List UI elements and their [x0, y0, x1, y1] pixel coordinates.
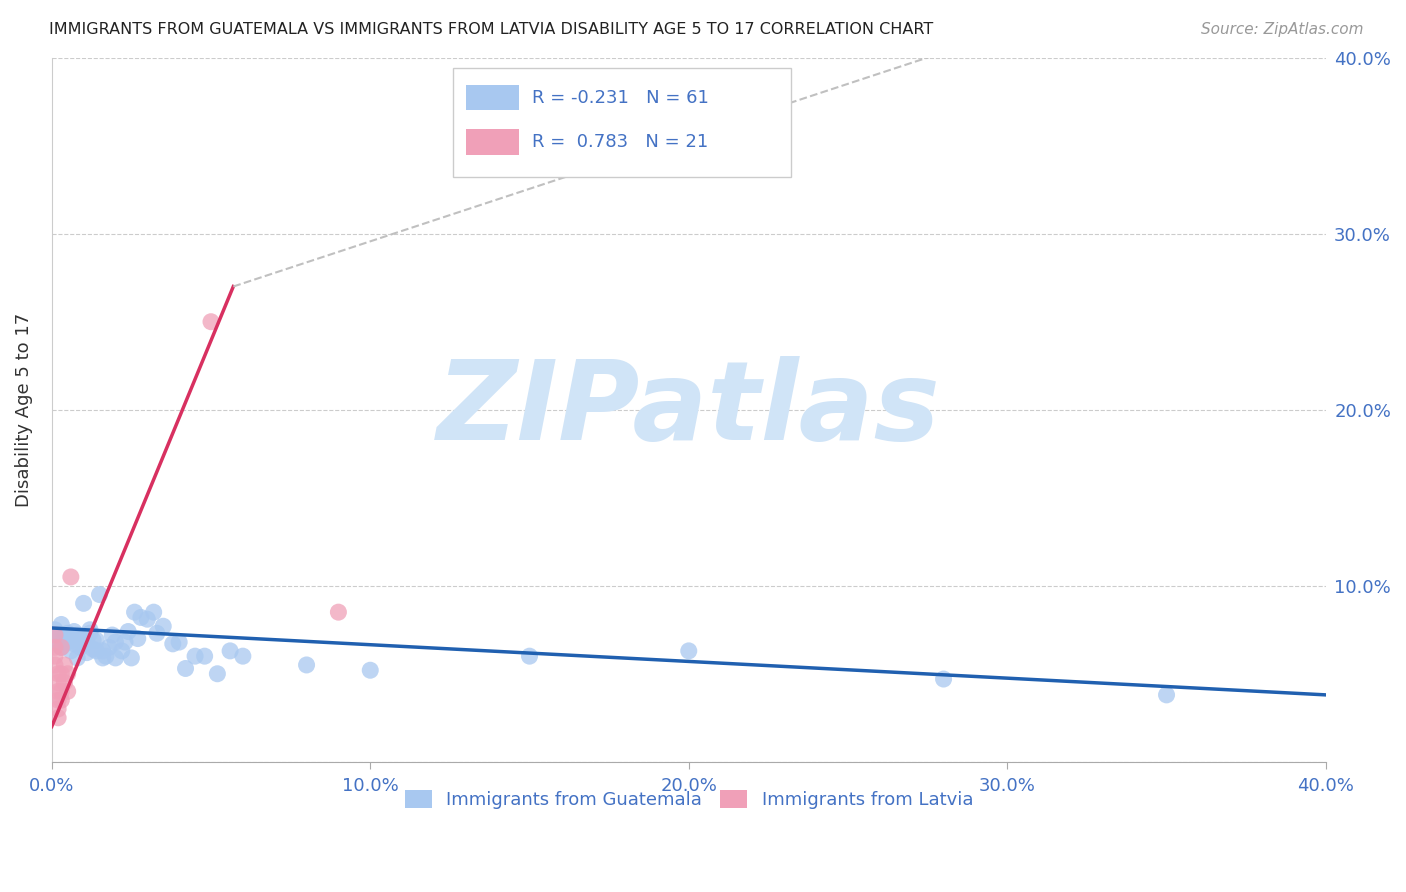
Point	[117, 624, 139, 639]
Point	[53, 675, 76, 690]
FancyBboxPatch shape	[465, 129, 519, 155]
Point	[89, 588, 111, 602]
Point	[51, 693, 73, 707]
Text: R = -0.231   N = 61: R = -0.231 N = 61	[531, 89, 709, 107]
Point	[63, 637, 86, 651]
Point	[59, 570, 82, 584]
Point	[69, 632, 91, 646]
Text: Source: ZipAtlas.com: Source: ZipAtlas.com	[1201, 22, 1364, 37]
Point	[162, 637, 184, 651]
Point	[678, 644, 700, 658]
Point	[44, 657, 66, 672]
Point	[51, 666, 73, 681]
Point	[46, 702, 69, 716]
Point	[56, 635, 79, 649]
Y-axis label: Disability Age 5 to 17: Disability Age 5 to 17	[15, 312, 32, 507]
Point	[72, 596, 94, 610]
Point	[104, 635, 127, 649]
Point	[232, 649, 254, 664]
Point	[101, 628, 124, 642]
Point	[53, 657, 76, 672]
Point	[76, 635, 98, 649]
Point	[46, 666, 69, 681]
Point	[207, 666, 229, 681]
Point	[63, 624, 86, 639]
Text: ZIPatlas: ZIPatlas	[437, 356, 941, 463]
Point	[124, 605, 146, 619]
Point	[46, 628, 69, 642]
Point	[174, 661, 197, 675]
Point	[56, 626, 79, 640]
Point	[46, 711, 69, 725]
Point	[82, 633, 104, 648]
Point	[184, 649, 207, 664]
Point	[51, 684, 73, 698]
Point	[56, 684, 79, 698]
Point	[46, 693, 69, 707]
Point	[120, 651, 142, 665]
Point	[111, 644, 134, 658]
Point	[519, 649, 541, 664]
Text: IMMIGRANTS FROM GUATEMALA VS IMMIGRANTS FROM LATVIA DISABILITY AGE 5 TO 17 CORRE: IMMIGRANTS FROM GUATEMALA VS IMMIGRANTS …	[49, 22, 934, 37]
Point	[53, 630, 76, 644]
Point	[53, 635, 76, 649]
Point	[46, 684, 69, 698]
Point	[86, 633, 108, 648]
Point	[72, 637, 94, 651]
Point	[328, 605, 350, 619]
Point	[51, 640, 73, 655]
Point	[104, 651, 127, 665]
Point	[76, 646, 98, 660]
Point	[1156, 688, 1178, 702]
Point	[136, 612, 159, 626]
Legend: Immigrants from Guatemala, Immigrants from Latvia: Immigrants from Guatemala, Immigrants fr…	[398, 782, 980, 816]
Point	[66, 628, 89, 642]
Point	[91, 644, 114, 658]
Point	[129, 610, 152, 624]
Text: R =  0.783   N = 21: R = 0.783 N = 21	[531, 133, 709, 151]
Point	[114, 635, 136, 649]
Point	[51, 617, 73, 632]
Point	[44, 623, 66, 637]
Point	[56, 666, 79, 681]
Point	[91, 651, 114, 665]
Point	[146, 626, 169, 640]
Point	[79, 623, 101, 637]
Point	[200, 315, 222, 329]
Point	[46, 675, 69, 690]
Point	[44, 640, 66, 655]
Point	[59, 628, 82, 642]
Point	[932, 672, 955, 686]
Point	[51, 640, 73, 655]
Point	[69, 640, 91, 655]
Point	[59, 633, 82, 648]
Point	[79, 626, 101, 640]
FancyBboxPatch shape	[465, 85, 519, 111]
Point	[194, 649, 217, 664]
Point	[359, 663, 381, 677]
Point	[86, 644, 108, 658]
FancyBboxPatch shape	[453, 69, 790, 178]
Point	[98, 640, 121, 655]
Point	[94, 649, 117, 664]
Point	[44, 649, 66, 664]
Point	[82, 642, 104, 657]
Point	[44, 628, 66, 642]
Point	[219, 644, 242, 658]
Point	[46, 635, 69, 649]
Point	[152, 619, 174, 633]
Point	[59, 644, 82, 658]
Point	[167, 635, 190, 649]
Point	[66, 651, 89, 665]
Point	[142, 605, 165, 619]
Point	[127, 632, 149, 646]
Point	[295, 657, 318, 672]
